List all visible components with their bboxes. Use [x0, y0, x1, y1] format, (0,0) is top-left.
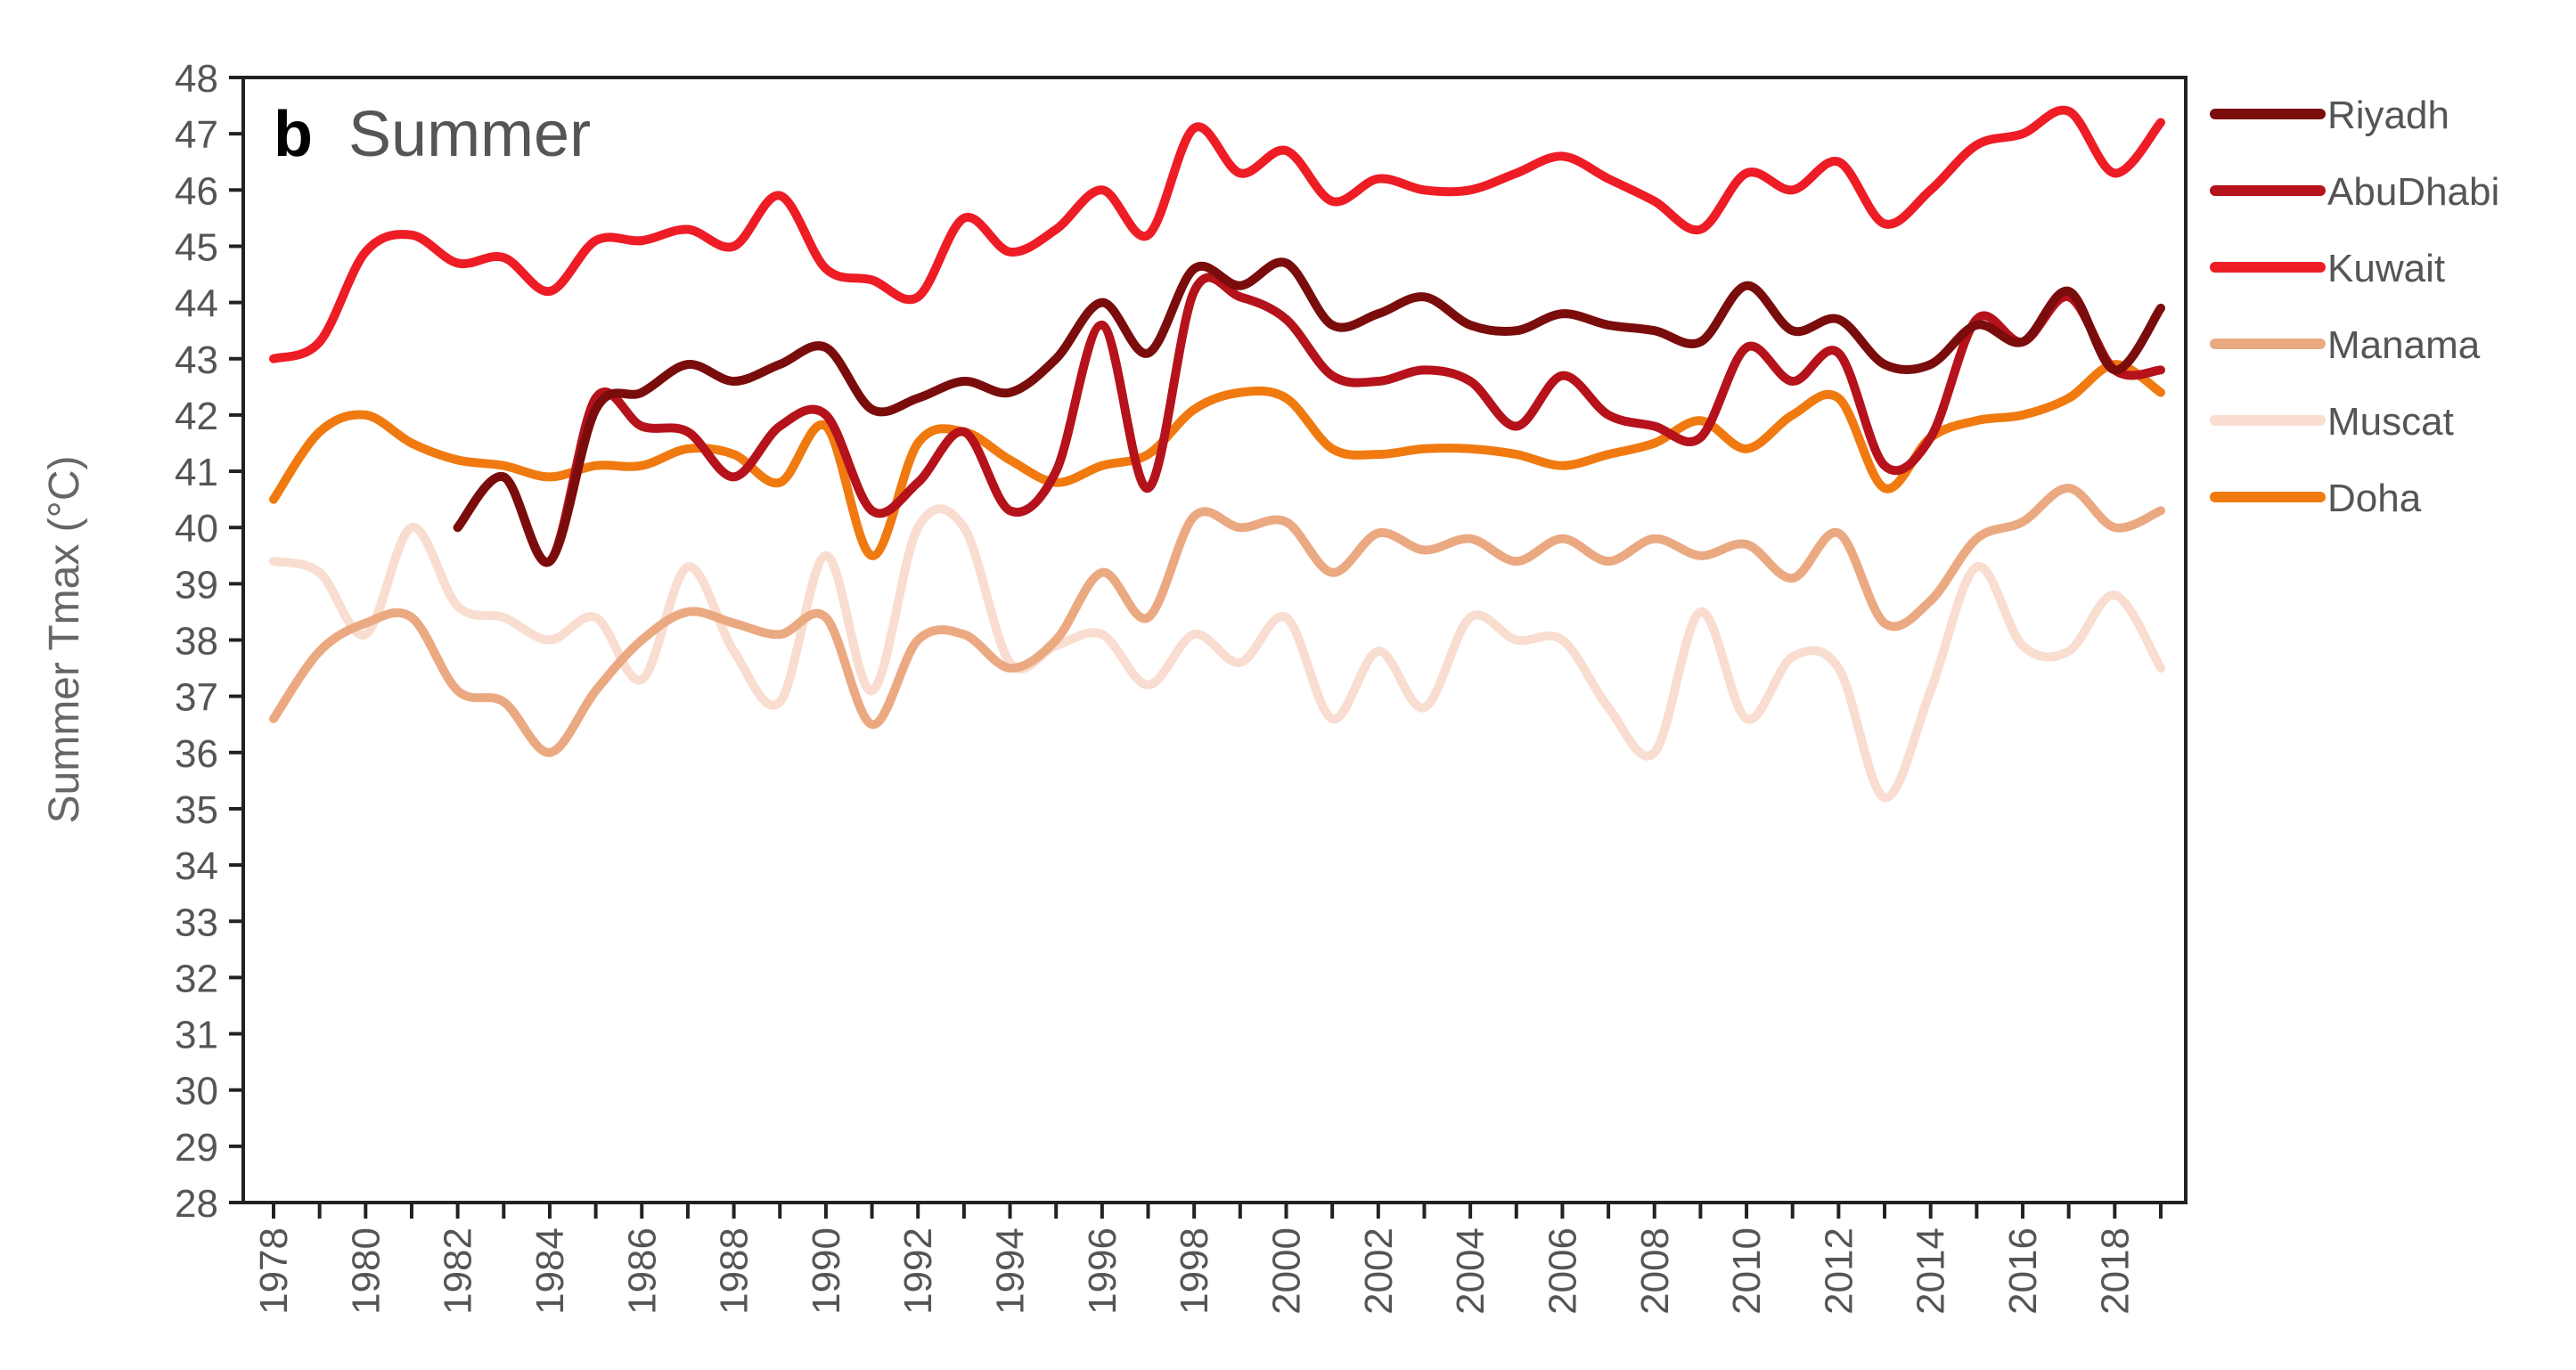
- y-tick-label: 40: [175, 507, 218, 550]
- x-tick-label: 1996: [1081, 1227, 1124, 1315]
- legend-label-kuwait: Kuwait: [2327, 247, 2445, 290]
- y-tick-label: 44: [175, 282, 218, 326]
- y-tick-label: 39: [175, 563, 218, 607]
- legend-label-riyadh: Riyadh: [2327, 94, 2449, 137]
- y-axis-label: Summer Tmax (°C): [41, 456, 88, 824]
- y-tick-label: 48: [175, 57, 218, 101]
- y-tick-label: 35: [175, 788, 218, 832]
- y-axis: 28 29 30 31 32 33 34 35 36 37 38 39 40 41 42 43 44 45 46 47…: [175, 57, 243, 1226]
- x-tick-label: 2000: [1264, 1227, 1308, 1315]
- y-tick-label: 46: [175, 169, 218, 213]
- series-line-doha: [269, 360, 2165, 560]
- x-tick-label: 1998: [1173, 1227, 1216, 1315]
- y-tick-label: 33: [175, 901, 218, 944]
- x-tick-label: 2010: [1725, 1227, 1769, 1315]
- series-line-riyadh: [453, 257, 2165, 567]
- x-tick-label: 1982: [437, 1227, 480, 1315]
- series-line-manama: [269, 484, 2165, 757]
- legend-label-manama: Manama: [2327, 323, 2481, 367]
- x-tick-label: 2012: [1817, 1227, 1860, 1315]
- series-line-muscat: [269, 504, 2165, 803]
- x-tick-label: 1980: [344, 1227, 388, 1315]
- x-tick-label: 1984: [528, 1227, 572, 1315]
- y-tick-label: 32: [175, 957, 218, 1000]
- x-tick-label: 1986: [620, 1227, 664, 1315]
- y-tick-label: 28: [175, 1182, 218, 1226]
- x-tick-label: 1994: [989, 1227, 1033, 1315]
- x-tick-label: 2018: [2093, 1227, 2137, 1315]
- x-tick-label: 2008: [1633, 1227, 1677, 1315]
- series-line-kuwait: [269, 105, 2165, 363]
- x-tick-label: 2004: [1449, 1227, 1492, 1315]
- legend-label-abudhabi: AbuDhabi: [2327, 170, 2499, 214]
- panel-title: Summer: [348, 99, 591, 170]
- x-tick-label: 2002: [1357, 1227, 1401, 1315]
- y-tick-label: 34: [175, 844, 218, 888]
- legend-label-muscat: Muscat: [2327, 400, 2454, 444]
- x-tick-label: 1988: [713, 1227, 756, 1315]
- y-tick-label: 29: [175, 1126, 218, 1170]
- y-tick-label: 36: [175, 732, 218, 776]
- legend-label-doha: Doha: [2327, 477, 2422, 520]
- x-tick-label: 2016: [2001, 1227, 2045, 1315]
- y-tick-label: 47: [175, 113, 218, 157]
- series-line-abudhabi: [453, 273, 2165, 567]
- legend: Riyadh AbuDhabi Kuwait Manama Muscat Doha: [2210, 94, 2499, 520]
- series-lines: [269, 105, 2165, 803]
- x-axis: 1978 1980 1982 1984 1986 1988 1990 1992 1994 1996…: [252, 1203, 2163, 1315]
- x-tick-label: 1992: [896, 1227, 940, 1315]
- y-tick-label: 41: [175, 451, 218, 494]
- x-tick-label: 2014: [1910, 1227, 1953, 1315]
- y-tick-label: 31: [175, 1014, 218, 1057]
- panel-letter: b: [274, 99, 313, 170]
- x-tick-label: 1978: [252, 1227, 296, 1315]
- y-tick-label: 30: [175, 1070, 218, 1113]
- y-tick-label: 45: [175, 225, 218, 269]
- y-tick-label: 43: [175, 338, 218, 382]
- y-tick-label: 42: [175, 395, 218, 438]
- chart-title: b Summer: [274, 99, 591, 170]
- x-tick-label: 1990: [805, 1227, 848, 1315]
- x-tick-label: 2006: [1541, 1227, 1584, 1315]
- y-tick-label: 37: [175, 676, 218, 720]
- y-tick-label: 38: [175, 620, 218, 664]
